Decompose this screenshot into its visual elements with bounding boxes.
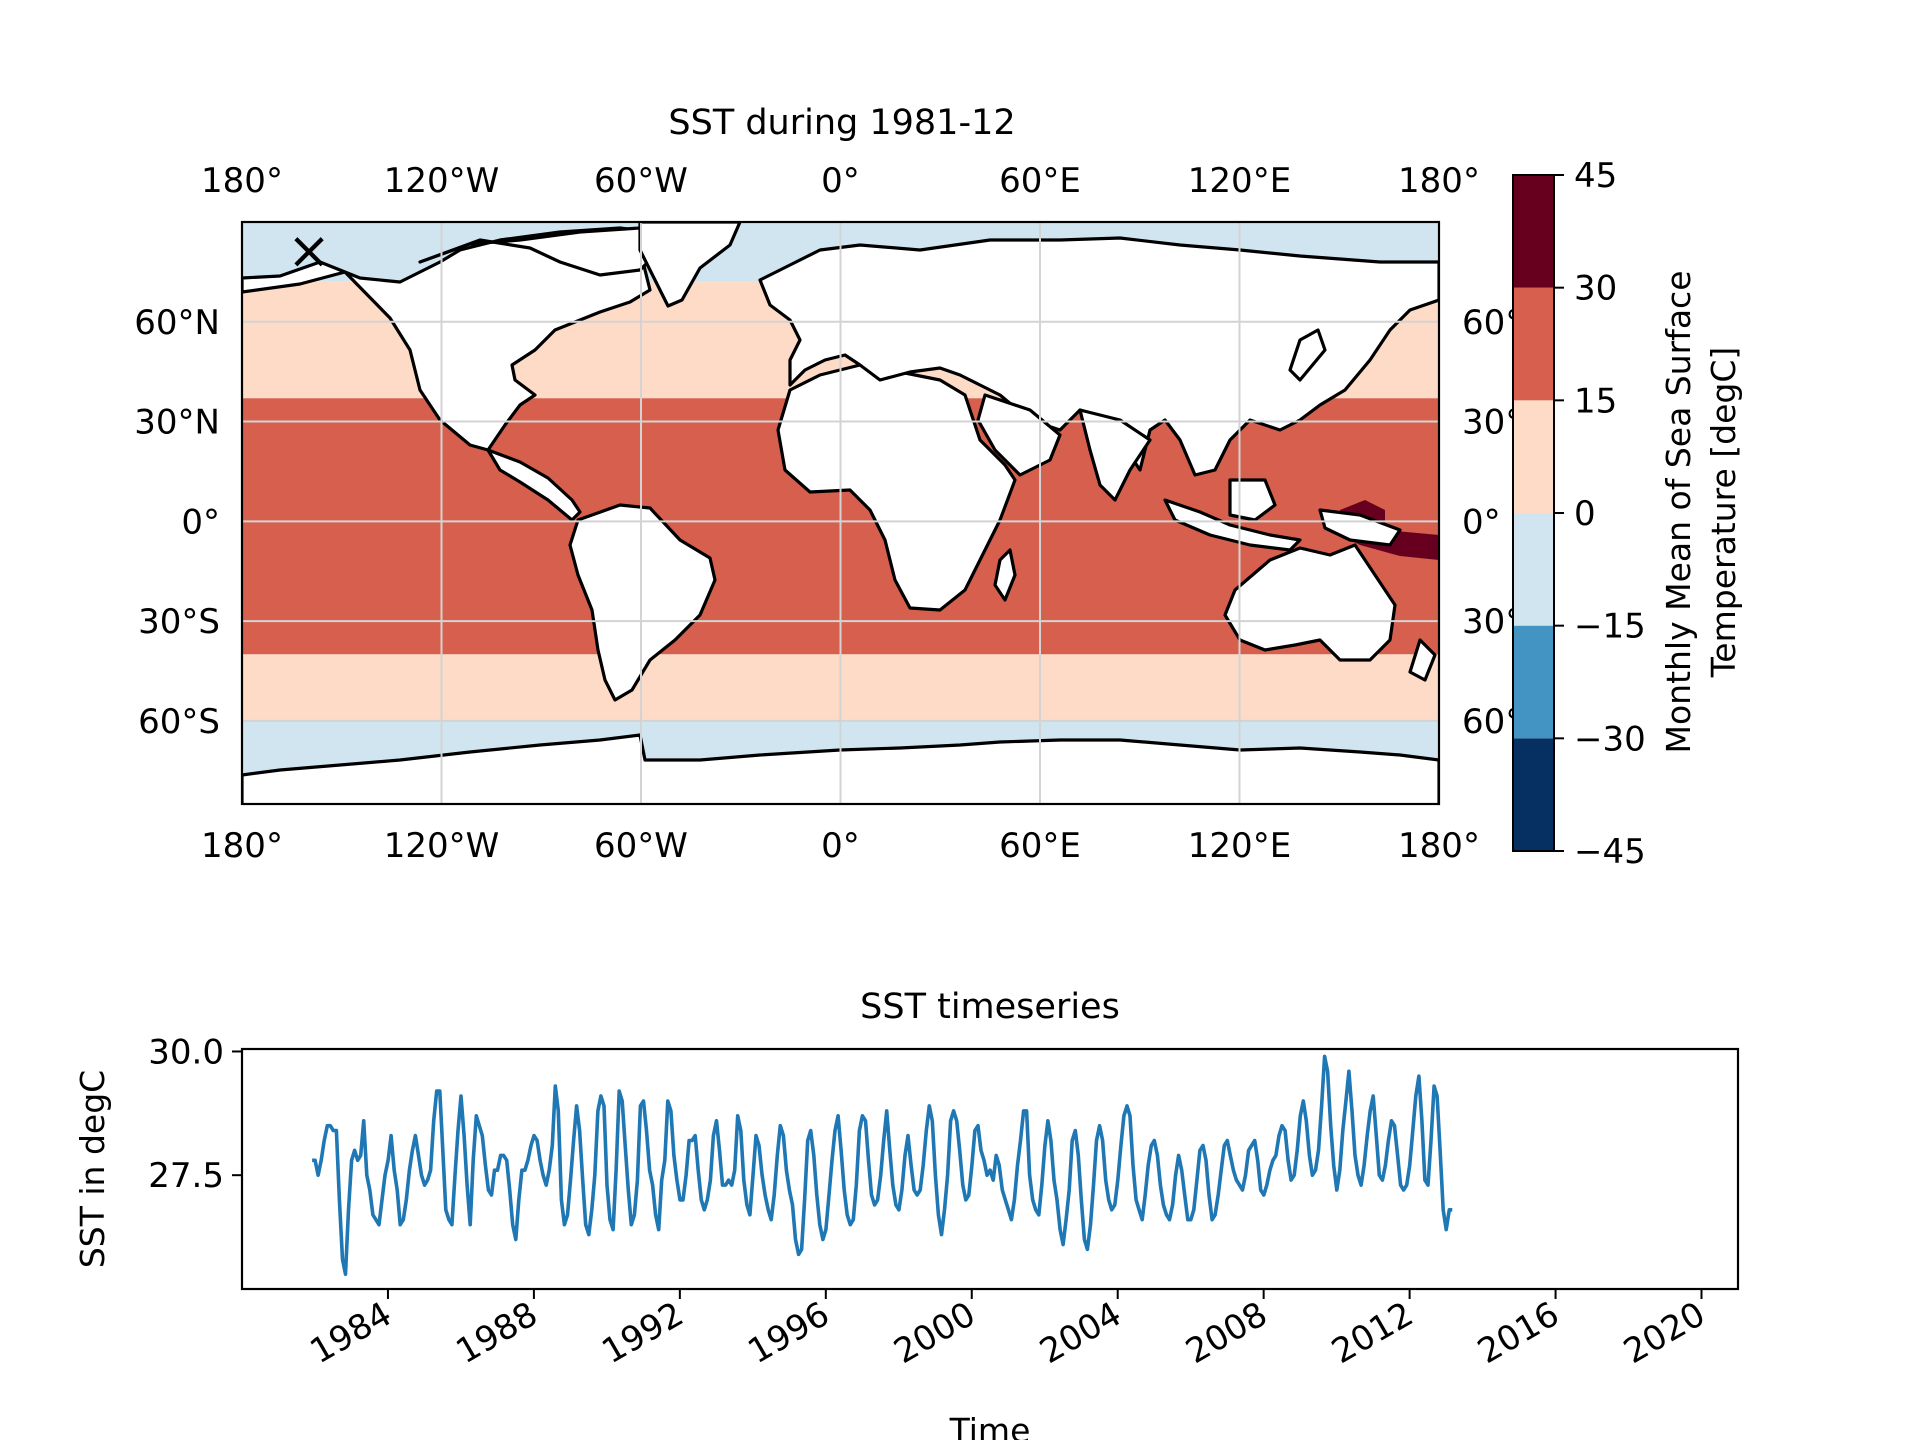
x-tick-label: 2000 [887,1294,982,1372]
sst-map-panel: SST during 1981-12 [134,103,1522,866]
colorbar-label-line1: Monthly Mean of Sea Surface [1659,271,1698,754]
map-top-tick-label: 60°W [594,161,688,201]
x-tick-label: 1992 [595,1294,690,1372]
colorbar-bin [1513,625,1554,739]
land-central-america [486,448,582,522]
x-tick-label: 1988 [449,1294,544,1372]
colorbar-tick-label: 45 [1574,156,1617,196]
land-japan [1288,328,1327,382]
land-south-america [568,503,717,702]
land-new-zealand [1408,638,1437,682]
map-bottom-tick-label: 60°W [594,826,688,866]
location-marker: × [287,221,331,281]
y-tick-label: 30.0 [148,1032,224,1072]
map-bottom-tick-label: 60°E [999,826,1081,866]
timeseries-xlabel: Time [949,1411,1031,1440]
map-bottom-tick-label: 180° [201,826,283,866]
map-bottom-tick-label: 180° [1398,826,1480,866]
colorbar-tick-label: −45 [1574,832,1646,872]
land-north-america [242,226,652,452]
map-frame [240,220,1441,806]
x-tick-label: 1996 [741,1294,836,1372]
map-left-tick-label: 0° [181,502,220,542]
map-top-tick-label: 120°W [384,161,500,201]
land-madagascar [993,548,1017,602]
map-top-tick-label: 120°E [1188,161,1291,201]
land-masses [242,222,1439,804]
land-eurasia [758,236,1439,477]
colorbar-tick-label: 0 [1574,494,1596,534]
colorbar-bin [1513,513,1554,626]
timeseries-title: SST timeseries [860,987,1120,1027]
map-bottom-tick-labels: 180° 120°W 60°W 0° 60°E 120°E 180° [201,826,1480,866]
map-left-tick-label: 60°N [134,303,220,343]
timeseries-axes-frame [240,1047,1740,1291]
map-top-tick-label: 180° [201,161,283,201]
x-tick-label: 2020 [1617,1294,1712,1372]
colorbar-tick-label: 15 [1574,381,1617,421]
land-indonesia [1163,498,1302,552]
x-tick-label: 2016 [1471,1294,1566,1372]
map-bottom-tick-label: 120°E [1188,826,1291,866]
map-top-tick-label: 0° [821,161,860,201]
map-left-tick-labels: 60°N 30°N 0° 30°S 60°S [134,303,220,742]
land-greenland [638,222,742,308]
map-gridlines [242,222,1439,804]
map-left-tick-label: 30°S [138,602,220,642]
series-line-sst [312,1054,1453,1276]
land-new-guinea [1318,508,1402,547]
map-top-tick-labels: 180° 120°W 60°W 0° 60°E 120°E 180° [201,161,1480,201]
timeseries-x-ticks: 1984 1988 1992 1996 2000 2004 2008 2012 2016 2020 [304,1289,1712,1372]
colorbar-tick-label: −30 [1574,719,1646,759]
map-left-tick-label: 30°N [134,403,220,443]
timeseries-panel: SST timeseries 30.0 27.5 1984 1988 1992 1996… [73,987,1740,1444]
x-tick-label: 2004 [1033,1294,1128,1372]
land-borneo [1228,478,1277,522]
colorbar-bin [1513,400,1554,513]
x-tick-label: 2012 [1325,1294,1420,1372]
map-top-tick-label: 180° [1398,161,1480,201]
colorbar-tick-label: 30 [1574,269,1617,309]
x-tick-label: 1984 [304,1294,399,1372]
colorbar-bin [1513,738,1554,851]
map-bottom-tick-label: 120°W [384,826,500,866]
sst-warm-pool-patch [1340,500,1439,560]
colorbar-bin [1513,175,1554,288]
timeseries-y-ticks: 30.0 27.5 [148,1032,242,1196]
map-title: SST during 1981-12 [668,103,1015,143]
x-tick-label: 2008 [1179,1294,1274,1372]
map-left-tick-label: 60°S [138,702,220,742]
map-right-tick-label: 0° [1462,502,1501,542]
colorbar: 45 30 15 0 −15 −30 −45 Monthly Mean of Sea Sur… [1512,156,1743,872]
land-australia [1223,543,1397,662]
colorbar-bin [1513,287,1554,401]
map-field [242,222,1439,804]
timeseries-ylabel: SST in degC [73,1070,112,1268]
land-africa [776,363,1017,612]
colorbar-label-line2: Temperature [degC] [1704,347,1743,679]
y-tick-label: 27.5 [148,1156,224,1196]
land-india [1078,408,1152,502]
colorbar-tick-label: −15 [1574,607,1646,647]
map-bottom-tick-label: 0° [821,826,860,866]
map-top-tick-label: 60°E [999,161,1081,201]
